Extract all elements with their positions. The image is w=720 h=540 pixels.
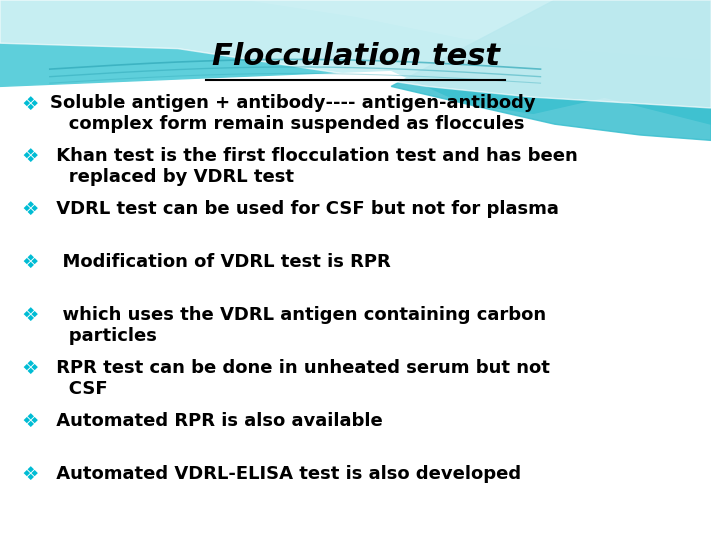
Text: VDRL test can be used for CSF but not for plasma: VDRL test can be used for CSF but not fo…: [50, 200, 559, 218]
Text: ❖: ❖: [22, 359, 39, 378]
Text: ❖: ❖: [22, 306, 39, 325]
Text: Automated VDRL-ELISA test is also developed: Automated VDRL-ELISA test is also develo…: [50, 465, 521, 483]
Text: which uses the VDRL antigen containing carbon
   particles: which uses the VDRL antigen containing c…: [50, 306, 546, 345]
Text: ❖: ❖: [22, 412, 39, 431]
Text: ❖: ❖: [22, 94, 39, 113]
Text: ❖: ❖: [22, 147, 39, 166]
Text: Automated RPR is also available: Automated RPR is also available: [50, 412, 382, 430]
Text: Modification of VDRL test is RPR: Modification of VDRL test is RPR: [50, 253, 390, 271]
Polygon shape: [391, 0, 711, 140]
Polygon shape: [0, 0, 711, 124]
Text: Khan test is the first flocculation test and has been
   replaced by VDRL test: Khan test is the first flocculation test…: [50, 147, 577, 186]
Text: RPR test can be done in unheated serum but not
   CSF: RPR test can be done in unheated serum b…: [50, 359, 549, 398]
Polygon shape: [0, 0, 711, 59]
Text: ❖: ❖: [22, 465, 39, 484]
Text: ❖: ❖: [22, 200, 39, 219]
Text: Soluble antigen + antibody---- antigen-antibody
   complex form remain suspended: Soluble antigen + antibody---- antigen-a…: [50, 94, 536, 133]
Polygon shape: [0, 0, 711, 108]
Text: ❖: ❖: [22, 253, 39, 272]
Text: Flocculation test: Flocculation test: [212, 42, 500, 71]
